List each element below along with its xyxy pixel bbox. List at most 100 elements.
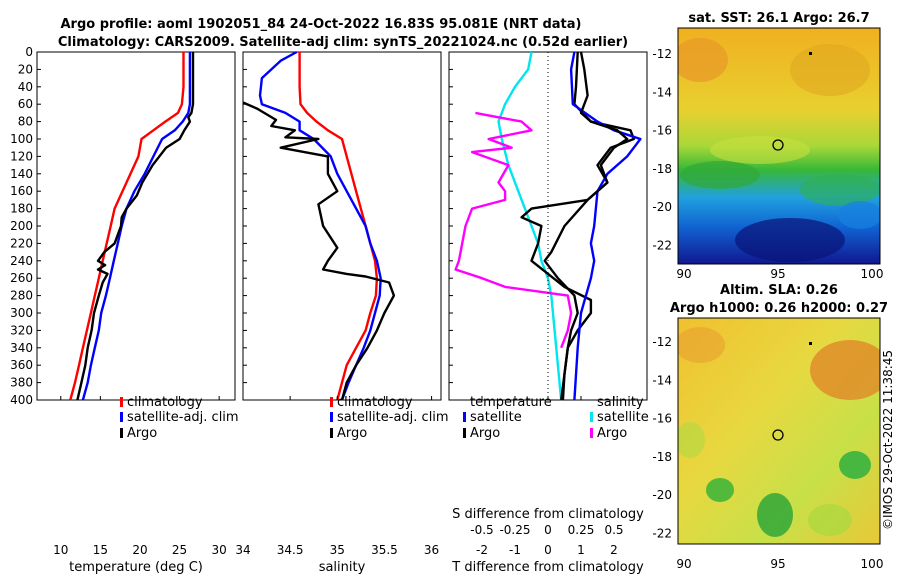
sst-front <box>710 136 810 164</box>
s-diff-tick-label: 0 <box>544 523 552 537</box>
credit-stamp: ©IMOS 29-Oct-2022 11:38:45 <box>881 350 895 530</box>
island-marker <box>809 342 812 345</box>
sst-features <box>678 38 880 262</box>
legend-swatch-argo <box>330 428 333 438</box>
depth-tick-label: 40 <box>18 80 33 94</box>
depth-tick-label: 220 <box>10 236 33 250</box>
legend-satellite: satellite-adj. clim <box>127 410 239 425</box>
sla-high-patch <box>810 340 880 400</box>
sla-lat-label: -12 <box>652 335 672 349</box>
sla-map <box>677 317 881 545</box>
s-diff-tick-label: 0.25 <box>568 523 595 537</box>
depth-tick-label: 260 <box>10 271 33 285</box>
sla-low-patch <box>839 451 871 479</box>
sst-lon-label: 100 <box>861 267 884 281</box>
series-line-climatology <box>298 52 379 401</box>
sla-features <box>678 327 880 537</box>
sst-lat-label: -18 <box>652 162 672 176</box>
legend-swatch-argo <box>120 428 123 438</box>
legend-t-argo: Argo <box>470 426 500 441</box>
sst-warm-patch <box>678 38 728 82</box>
depth-tick-label: 140 <box>10 167 33 181</box>
depth-tick-label: 60 <box>18 97 33 111</box>
depth-tick-label: 80 <box>18 115 33 129</box>
x-tick-label: 15 <box>93 543 108 557</box>
x-tick-label: 2 <box>610 543 618 557</box>
legend-swatch-t-argo <box>463 428 466 438</box>
sst-green-patch <box>680 161 760 189</box>
temperature-legend: climatology satellite-adj. clim Argo <box>120 395 239 441</box>
depth-tick-label: 200 <box>10 219 33 233</box>
x-tick-label: 0 <box>544 543 552 557</box>
sst-blue-patch <box>838 201 880 229</box>
argo-location-marker <box>772 139 784 151</box>
title-line1: Argo profile: aoml 1902051_84 24-Oct-202… <box>61 17 582 32</box>
s-difference-axis-label: S difference from climatology <box>452 507 644 522</box>
legend-s-argo: Argo <box>597 426 627 441</box>
sla-low-patch <box>757 493 793 537</box>
salinity-legend: climatology satellite-adj. clim Argo <box>330 395 449 441</box>
depth-tick-label: 20 <box>18 62 33 76</box>
map-tick-labels: -12 -12 -14 -14 -16 -16 -18 -18 -20 -20 -22 -22 90 90… <box>652 47 883 571</box>
series-line-satellite-adj-clim <box>258 50 382 401</box>
x-tick-label: 1 <box>577 543 585 557</box>
legend-salinity-heading: salinity <box>597 395 644 410</box>
t-difference-axis-label: T difference from climatology <box>451 560 644 575</box>
sla-lat-label: -22 <box>652 527 672 541</box>
legend-temperature-heading: temperature <box>470 395 552 410</box>
series-line-salinity-argo <box>543 51 629 401</box>
x-tick-label: 34 <box>235 543 250 557</box>
depth-tick-label: 280 <box>10 289 33 303</box>
depth-tick-label: 160 <box>10 184 33 198</box>
sla-mid-patch <box>808 504 852 536</box>
sla-lon-label: 100 <box>861 557 884 571</box>
series-line-climatology <box>69 52 185 401</box>
sla-mid-patch <box>678 422 705 458</box>
legend-swatch-satellite <box>120 412 123 422</box>
sla-map-title-1: Altim. SLA: 0.26 <box>720 283 838 298</box>
legend-swatch-climatology <box>120 397 123 407</box>
series-line-salinity-argo-diff <box>454 111 573 349</box>
s-diff-tick-label: 0.5 <box>604 523 623 537</box>
sst-lat-label: -14 <box>652 85 672 99</box>
x-tick-label: 10 <box>53 543 68 557</box>
x-tick-label: 30 <box>212 543 227 557</box>
sla-map-frame <box>677 317 881 545</box>
sla-lon-label: 90 <box>676 557 691 571</box>
sla-high-patch <box>678 327 725 363</box>
sst-map <box>677 27 881 265</box>
depth-tick-label: 400 <box>10 393 33 407</box>
x-tick-label: 35 <box>330 543 345 557</box>
s-difference-tick-labels: -0.5 -0.25 0 0.25 0.5 <box>470 523 623 537</box>
sla-map-title-2: Argo h1000: 0.26 h2000: 0.27 <box>670 301 888 316</box>
x-tick-label: 35.5 <box>371 543 398 557</box>
series-line-satellite-adj-clim <box>81 52 192 401</box>
s-diff-tick-label: -0.5 <box>470 523 493 537</box>
sla-lat-label: -18 <box>652 450 672 464</box>
legend-climatology: climatology <box>337 395 413 410</box>
salinity-axis-label: salinity <box>319 560 366 575</box>
sst-map-frame <box>677 27 881 265</box>
legend-swatch-satellite <box>330 412 333 422</box>
sst-lat-label: -22 <box>652 239 672 253</box>
salinity-tick-labels: 34 34.5 35 35.5 36 <box>235 396 439 557</box>
salinity-panel-frame <box>242 51 442 401</box>
depth-tick-label: 120 <box>10 149 33 163</box>
depth-tick-labels: 0 20 40 60 80 100 120 140 160 180 200 220 240 260 280 3… <box>10 45 453 407</box>
sst-lon-label: 90 <box>676 267 691 281</box>
depth-tick-label: 340 <box>10 341 33 355</box>
depth-tick-label: 360 <box>10 358 33 372</box>
series-line-argo <box>242 101 396 401</box>
legend-argo: Argo <box>127 426 157 441</box>
x-tick-label: 25 <box>172 543 187 557</box>
sst-map-title: sat. SST: 26.1 Argo: 26.7 <box>688 11 869 26</box>
difference-legend: temperature satellite Argo salinity sate… <box>463 395 649 441</box>
legend-climatology: climatology <box>127 395 203 410</box>
sla-lon-label: 95 <box>770 557 785 571</box>
series-line-salinity-satellite <box>569 51 642 401</box>
island-marker <box>809 52 812 55</box>
temperature-tick-labels: 10 15 20 25 30 <box>53 396 227 557</box>
series-line-argo <box>76 52 195 401</box>
temperature-axis-label: temperature (deg C) <box>69 560 203 575</box>
